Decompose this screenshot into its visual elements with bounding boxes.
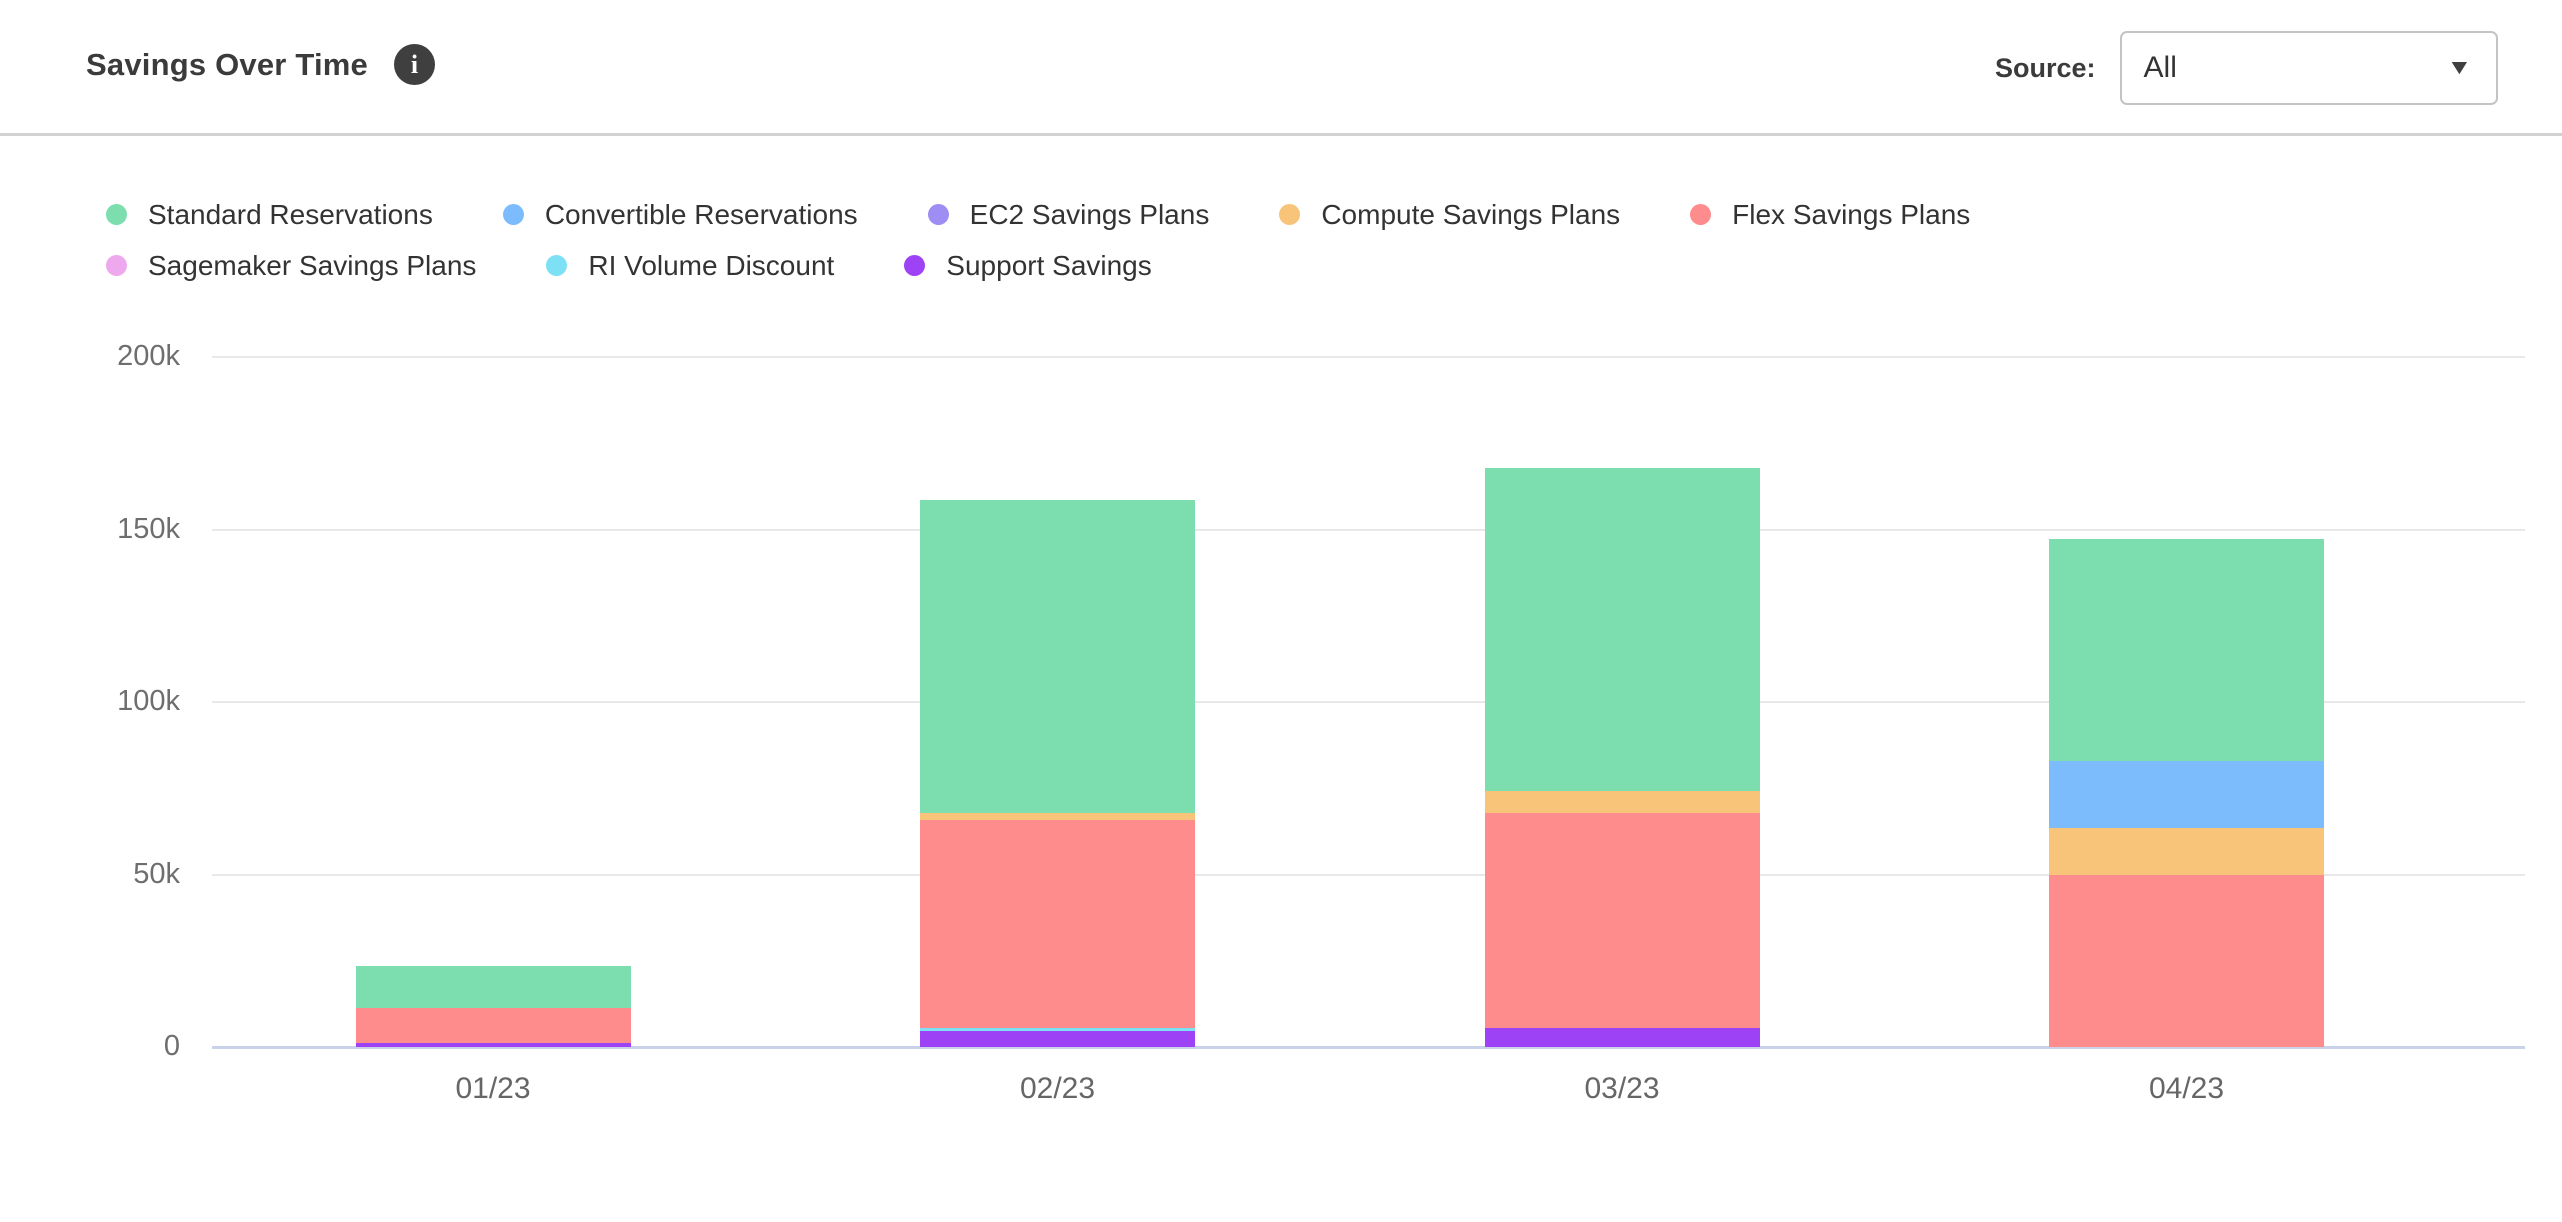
bar-segment[interactable] [355,1042,631,1047]
legend-item[interactable]: Support Savings [904,249,1152,282]
legend-row: Standard Reservations Convertible Reserva… [106,190,1970,239]
legend-swatch-icon [927,204,949,225]
bar-segment[interactable] [920,819,1195,1029]
x-tick-label: 02/23 [1019,1072,1096,1105]
x-tick-label: 01/23 [455,1072,531,1105]
legend-swatch-icon [546,255,568,276]
legend-item-label: Support Savings [946,249,1152,281]
legend-row: Sagemaker Savings Plans RI Volume Discoun… [106,241,1970,290]
bar-segment[interactable] [2049,539,2324,761]
y-tick-label: 50k [133,857,180,890]
legend-item-label: EC2 Savings Plans [969,198,1210,230]
bar-segment[interactable] [355,965,631,1009]
bar-segment[interactable] [1484,1028,1760,1047]
bar-segment[interactable] [2049,874,2324,1047]
legend-swatch-icon [502,204,524,225]
legend-item[interactable]: Standard Reservations [106,199,433,231]
bar-04/23[interactable] [2049,539,2324,1047]
source-control: Source: All ▼ [1995,30,2498,106]
bar-segment[interactable] [920,1031,1195,1047]
source-select[interactable]: All ▼ [2119,31,2498,105]
legend-item-label: Sagemaker Savings Plans [148,249,477,281]
legend-swatch-icon [1690,204,1712,225]
legend: Standard Reservations Convertible Reserva… [106,190,1970,290]
bar-segment[interactable] [920,812,1195,820]
bar-segment[interactable] [2049,760,2324,828]
legend-item[interactable]: Flex Savings Plans [1690,199,1970,231]
legend-swatch-icon [1279,204,1301,225]
x-tick-label: 04/23 [2148,1072,2225,1105]
source-label: Source: [1995,52,2096,83]
gridline [212,528,2525,531]
legend-item[interactable]: Compute Savings Plans [1279,199,1620,231]
chevron-down-icon: ▼ [2446,56,2473,79]
legend-item-label: Standard Reservations [148,198,433,230]
title-row: Savings Over Time i [86,44,435,85]
bar-segment[interactable] [1484,790,1760,814]
legend-item-label: Flex Savings Plans [1732,198,1971,230]
bar-01/23[interactable] [355,965,631,1047]
legend-swatch-icon [904,255,926,276]
chart-header: Savings Over Time i Source: All ▼ [0,0,2562,136]
legend-item[interactable]: RI Volume Discount [546,250,834,282]
info-icon[interactable]: i [393,44,435,85]
legend-item[interactable]: Convertible Reservations [502,198,858,231]
page-title: Savings Over Time [86,46,368,82]
bar-segment[interactable] [2049,827,2324,875]
legend-item[interactable]: EC2 Savings Plans [927,198,1210,231]
legend-swatch-icon [106,204,127,225]
bar-03/23[interactable] [1484,468,1760,1047]
legend-item-label: Compute Savings Plans [1321,198,1621,230]
y-tick-label: 200k [117,340,180,372]
y-tick-label: 150k [117,512,180,545]
bar-segment[interactable] [1484,468,1760,791]
legend-item[interactable]: Sagemaker Savings Plans [106,250,476,282]
x-tick-label: 03/23 [1584,1072,1660,1105]
y-tick-label: 100k [117,685,180,717]
source-select-value: All [2143,51,2177,84]
bar-segment[interactable] [920,499,1195,813]
bar-segment[interactable] [1484,813,1760,1029]
legend-item-label: RI Volume Discount [588,249,835,281]
gridline [212,356,2525,358]
legend-item-label: Convertible Reservations [544,198,858,230]
bar-segment[interactable] [355,1008,631,1043]
bar-segment[interactable] [920,1028,1195,1032]
legend-swatch-icon [106,255,127,276]
bar-02/23[interactable] [920,499,1195,1047]
y-tick-label: 0 [163,1030,180,1062]
